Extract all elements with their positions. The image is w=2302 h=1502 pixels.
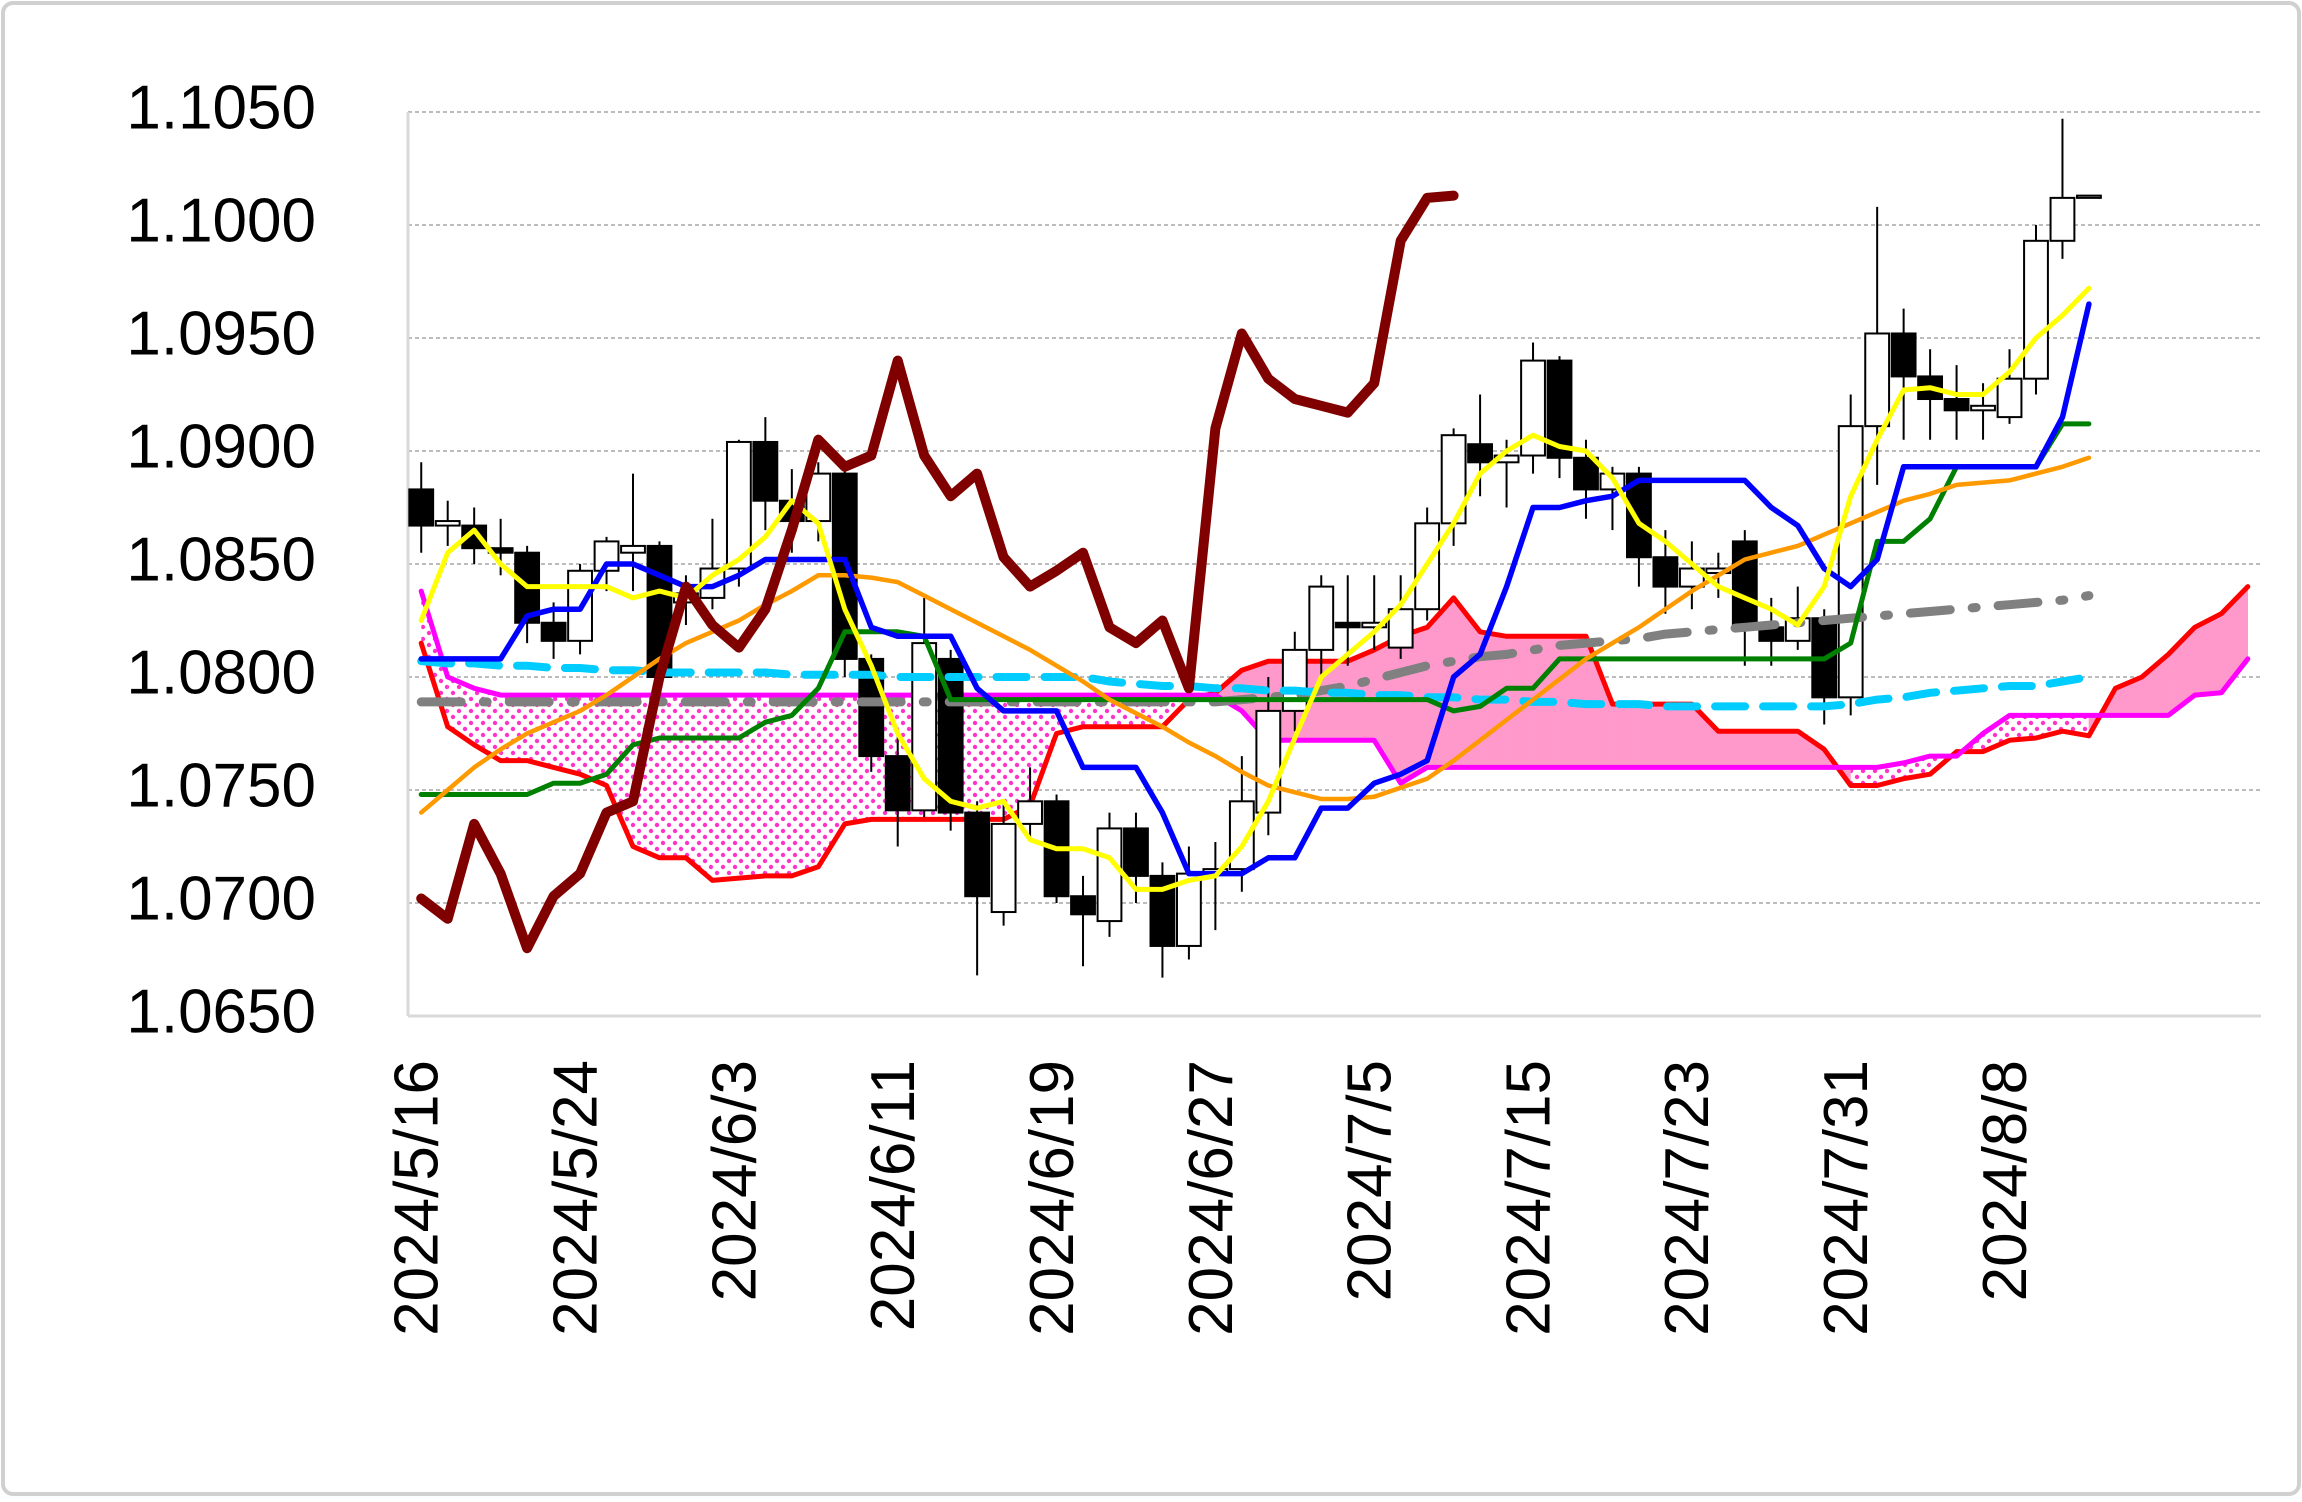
y-tick-label: 1.0850 — [126, 525, 316, 594]
x-tick-label: 2024/7/15 — [1494, 1060, 1563, 1336]
y-tick-label: 1.0650 — [126, 977, 316, 1046]
cloud — [1003, 695, 1031, 820]
line-series — [418, 584, 2251, 883]
y-tick-label: 1.0800 — [126, 638, 316, 707]
candle-body — [1573, 456, 1599, 491]
cloud — [2009, 715, 2036, 741]
y-tick-label: 1.0750 — [126, 751, 316, 820]
line-series — [418, 588, 2251, 786]
cloud — [1030, 695, 1057, 806]
y-tick-label: 1.0950 — [126, 299, 316, 368]
candle-body — [434, 520, 461, 527]
candle-body — [461, 524, 488, 550]
candle-body — [1308, 585, 1335, 651]
candle-body — [1626, 472, 1652, 559]
candle-body — [1890, 332, 1917, 378]
candle-body — [1546, 359, 1573, 459]
cloud — [447, 677, 475, 745]
candle-body — [2076, 194, 2102, 199]
y-tick-label: 1.1000 — [126, 186, 316, 255]
cloud — [1638, 703, 1666, 768]
candle-body — [752, 440, 779, 502]
line-series — [416, 190, 1459, 954]
x-tick-label: 2024/7/31 — [1812, 1060, 1881, 1336]
candle-body — [1017, 800, 1043, 825]
x-tick-label: 2024/6/11 — [859, 1060, 928, 1331]
cloud — [1771, 730, 1798, 768]
cloud — [791, 695, 819, 876]
cloud — [818, 695, 845, 867]
candle-body — [1996, 377, 2023, 419]
cloud — [765, 695, 792, 876]
cloud — [553, 695, 581, 775]
candle-body — [1837, 425, 1864, 699]
x-tick-label: 2024/6/27 — [1177, 1060, 1246, 1336]
line-series — [418, 455, 2092, 815]
x-tick-label: 2024/8/8 — [1971, 1060, 2040, 1301]
x-tick-label: 2024/7/23 — [1653, 1060, 1722, 1336]
cloud — [1665, 703, 1693, 768]
y-tick-label: 1.1050 — [126, 73, 316, 142]
candle-body — [884, 755, 911, 812]
candle-body — [1361, 621, 1388, 629]
x-tick-label: 2024/7/5 — [1336, 1060, 1405, 1301]
cloud — [738, 695, 766, 879]
candle-body — [964, 811, 991, 898]
line-series — [417, 657, 2093, 711]
cloud — [712, 695, 739, 881]
candle-body — [1149, 874, 1176, 947]
candle-body — [725, 440, 752, 570]
cloud — [1744, 730, 1772, 768]
x-tick-label: 2024/6/3 — [700, 1060, 769, 1301]
x-tick-label: 2024/5/24 — [541, 1060, 610, 1336]
candle-body — [1731, 540, 1758, 629]
candle-body — [1467, 443, 1494, 464]
cloud — [659, 695, 686, 858]
candle-body — [540, 621, 567, 642]
cloud — [633, 695, 660, 858]
candle-body — [620, 544, 646, 554]
candle-body — [1096, 827, 1123, 923]
cloud — [685, 695, 713, 881]
x-tick-label: 2024/6/19 — [1018, 1060, 1087, 1336]
candle-body — [1678, 567, 1705, 588]
y-tick-label: 1.0900 — [126, 412, 316, 481]
candle-body — [1387, 608, 1414, 649]
candle-body — [1864, 332, 1891, 428]
candle-body — [1943, 398, 1970, 412]
x-tick-label: 2024/5/16 — [383, 1060, 452, 1336]
line-series — [418, 421, 2092, 797]
cloud — [474, 688, 501, 761]
candle-body — [1334, 621, 1361, 629]
candle-body — [1652, 556, 1679, 588]
cloud — [580, 695, 607, 786]
candle-body — [2049, 196, 2076, 242]
cloud — [527, 695, 554, 768]
cloud — [1850, 767, 1878, 786]
cloud — [1612, 703, 1640, 768]
candle-body — [1970, 404, 1996, 412]
candle-body — [2023, 239, 2049, 380]
candle-body — [990, 822, 1017, 914]
candle-body — [1520, 359, 1546, 457]
cloud — [977, 695, 1004, 820]
line-series — [418, 285, 2092, 892]
y-tick-label: 1.0700 — [126, 864, 316, 933]
candle-body — [1070, 895, 1096, 916]
cloud — [1718, 730, 1746, 768]
candle-body — [1123, 827, 1149, 877]
candle-body — [408, 488, 435, 527]
